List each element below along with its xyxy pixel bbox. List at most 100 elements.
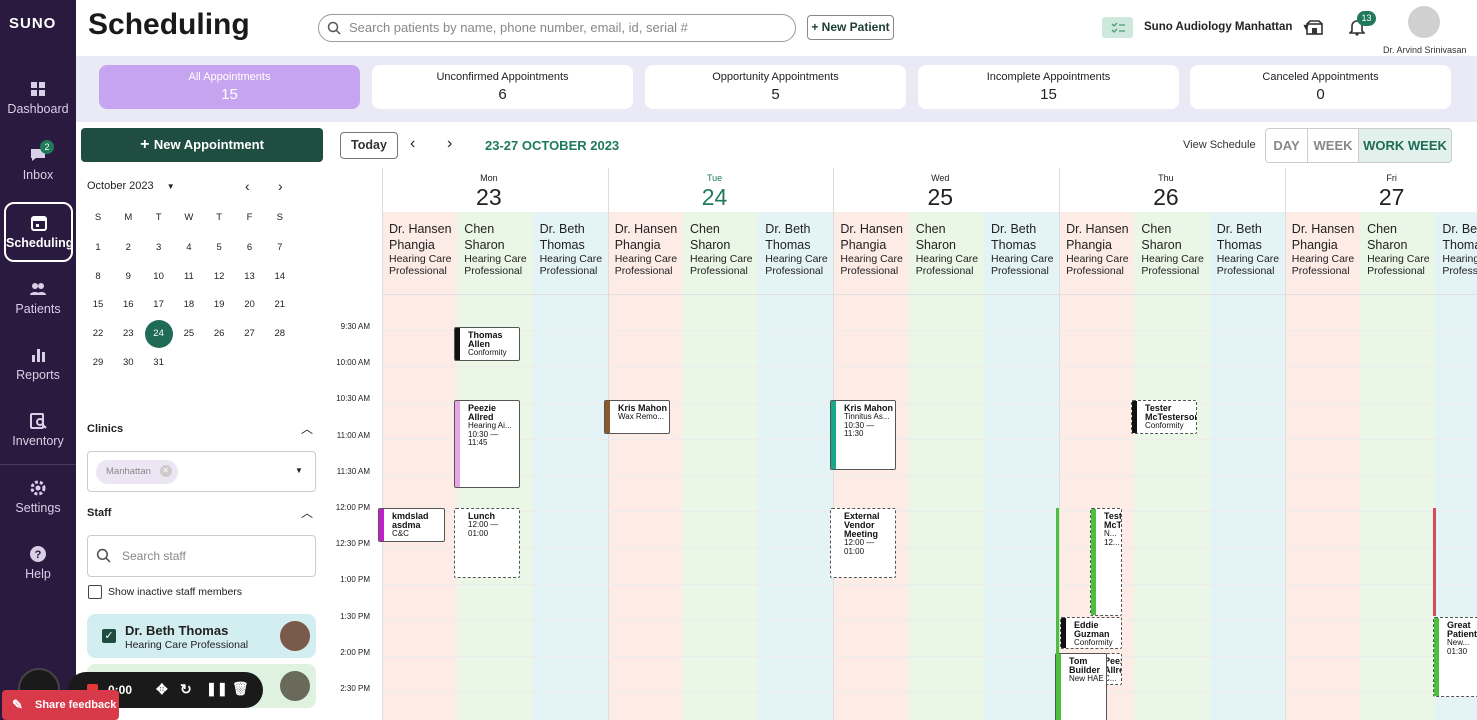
checklist-icon[interactable]: [1102, 17, 1133, 38]
calendar-day[interactable]: 22: [92, 328, 104, 340]
appointment-card[interactable]: Great Patient New... 01:30: [1433, 617, 1477, 697]
show-inactive-checkbox[interactable]: Show inactive staff members: [88, 585, 242, 600]
stat-canceled-appointments[interactable]: Canceled Appointments 0: [1190, 65, 1451, 109]
provider-name-first: Dr. Hansen: [1066, 222, 1129, 236]
calendar-day[interactable]: 7: [277, 242, 283, 253]
new-patient-button[interactable]: + New Patient: [807, 15, 894, 40]
appointment-card[interactable]: Kris Mahon Tinnitus As... 10:30 — 11:30: [830, 400, 896, 470]
appointment-card[interactable]: Lunch 12:00 — 01:00: [454, 508, 520, 578]
stat-unconfirmed-appointments[interactable]: Unconfirmed Appointments 6: [372, 65, 633, 109]
appointment-card[interactable]: External Vendor Meeting 12:00 — 01:00: [830, 508, 896, 578]
stat-incomplete-appointments[interactable]: Incomplete Appointments 15: [918, 65, 1179, 109]
provider-name-first: Dr. Beth: [539, 222, 585, 236]
delete-icon[interactable]: 🗑: [232, 681, 249, 696]
checkbox-checked-icon[interactable]: ✓: [102, 629, 116, 643]
sidebar-item-settings[interactable]: Settings: [0, 479, 76, 537]
calendar-day[interactable]: 21: [274, 299, 286, 311]
calendar-day[interactable]: 13: [244, 270, 255, 282]
appointment-card[interactable]: Tester McT...N...12...: [1090, 508, 1122, 616]
pause-icon[interactable]: ❚❚: [206, 681, 228, 696]
next-week-icon[interactable]: ›: [447, 135, 453, 152]
calendar-day[interactable]: 4: [186, 242, 192, 253]
view-work-week-button[interactable]: WORK WEEK: [1358, 128, 1452, 163]
appointment-card[interactable]: Peezie Allred Hearing Ai... 10:30 — 11:45: [454, 400, 520, 488]
day-header-tue[interactable]: Tue 24: [602, 168, 828, 212]
calendar-day[interactable]: 8: [95, 270, 101, 282]
appointment-card[interactable]: Tester McTesterson Conformity: [1131, 400, 1197, 434]
calendar-day[interactable]: 28: [274, 328, 286, 340]
calendar-day[interactable]: 6: [246, 242, 253, 253]
restart-icon[interactable]: ↻: [180, 681, 192, 697]
appointment-card[interactable]: Thomas Allen Conformity: [454, 327, 520, 361]
calendar-day[interactable]: 16: [123, 299, 134, 311]
calendar-day[interactable]: 31: [153, 356, 164, 368]
calendar-day[interactable]: 5: [216, 242, 222, 253]
grid-line: [382, 402, 1477, 404]
calendar-day[interactable]: 12: [213, 270, 225, 282]
staff-search-input[interactable]: Search staff: [87, 535, 316, 577]
patient-search-input[interactable]: Search patients by name, phone number, e…: [318, 14, 796, 42]
remove-chip-icon[interactable]: ✕: [159, 465, 172, 478]
day-header-thu[interactable]: Thu 26: [1053, 168, 1279, 212]
weekday-header: T: [155, 212, 162, 223]
day-header-fri[interactable]: Fri 27: [1279, 168, 1477, 212]
calendar-day[interactable]: 10: [153, 270, 164, 282]
calendar-day[interactable]: 19: [213, 299, 225, 311]
calendar-day[interactable]: 9: [125, 270, 131, 282]
new-appointment-button[interactable]: + New Appointment: [81, 128, 323, 162]
appointment-card[interactable]: Kris Mahon Wax Remo...: [604, 400, 670, 434]
appointment-card[interactable]: kmdslad asdma C&C: [378, 508, 445, 542]
view-day-button[interactable]: DAY: [1265, 128, 1308, 163]
today-button[interactable]: Today: [340, 132, 398, 159]
calendar-day[interactable]: 30: [123, 356, 134, 368]
calendar-day[interactable]: 15: [92, 299, 104, 311]
view-week-button[interactable]: WEEK: [1307, 128, 1359, 163]
month-selector[interactable]: October 2023 ▼: [87, 180, 175, 192]
clinic-filter[interactable]: Manhattan ✕ ▼: [87, 451, 316, 492]
clinic-selector[interactable]: Suno Audiology Manhattan ▼: [1144, 21, 1311, 33]
prev-week-icon[interactable]: ‹: [410, 135, 416, 152]
calendar-day[interactable]: 23: [123, 328, 134, 340]
calendar-day[interactable]: 3: [155, 242, 162, 253]
calendar-day[interactable]: 20: [244, 299, 255, 311]
calendar-day[interactable]: 27: [244, 328, 255, 340]
calendar-day[interactable]: 17: [153, 299, 164, 311]
collapse-clinics-icon[interactable]: ︿: [301, 422, 314, 436]
appointment-card[interactable]: Eddie Guzman Conformity: [1060, 617, 1122, 649]
sidebar-item-help[interactable]: ? Help: [0, 545, 76, 603]
calendar-day[interactable]: 29: [92, 356, 104, 368]
stop-record-icon[interactable]: [87, 684, 98, 695]
appointment-type: Tinnitus As...: [844, 412, 890, 421]
sidebar-item-inventory[interactable]: Inventory: [0, 412, 76, 470]
sidebar-item-scheduling[interactable]: Scheduling: [4, 202, 73, 262]
user-avatar[interactable]: [1408, 6, 1440, 38]
calendar-day-selected[interactable]: 24: [144, 320, 173, 349]
calendar-day[interactable]: 25: [183, 328, 195, 340]
stat-opportunity-appointments[interactable]: Opportunity Appointments 5: [645, 65, 906, 109]
calendar-day[interactable]: 11: [183, 270, 194, 282]
share-feedback-button[interactable]: ✎ Share feedback: [2, 690, 119, 720]
grid-line: [382, 619, 1477, 621]
appointment-card[interactable]: Tom Builder New HAE: [1055, 653, 1107, 720]
calendar-day[interactable]: 1: [95, 242, 101, 253]
day-header-wed[interactable]: Wed 25: [827, 168, 1053, 212]
clinic-chip[interactable]: Manhattan ✕: [96, 460, 178, 484]
calendar-day[interactable]: 2: [125, 242, 131, 253]
checkbox[interactable]: [88, 585, 102, 600]
staff-card-beth-thomas[interactable]: ✓ Dr. Beth Thomas Hearing Care Professio…: [87, 614, 316, 658]
move-icon[interactable]: ✥: [156, 681, 168, 697]
sidebar-item-patients[interactable]: Patients: [0, 280, 76, 338]
view-schedule-link[interactable]: View Schedule: [1183, 139, 1256, 151]
collapse-staff-icon[interactable]: ︿: [301, 506, 314, 520]
calendar-day[interactable]: 14: [274, 270, 286, 282]
day-header-mon[interactable]: Mon 23: [376, 168, 602, 212]
prev-month-icon[interactable]: ‹: [245, 178, 250, 194]
next-month-icon[interactable]: ›: [278, 178, 283, 194]
calendar-day[interactable]: 26: [213, 328, 225, 340]
sidebar-item-reports[interactable]: Reports: [0, 346, 76, 404]
calendar-day[interactable]: 18: [183, 299, 195, 311]
sidebar-item-dashboard[interactable]: Dashboard: [0, 80, 76, 138]
stat-all-appointments[interactable]: All Appointments 15: [99, 65, 360, 109]
store-icon[interactable]: [1306, 19, 1323, 36]
sidebar-item-inbox[interactable]: 2 Inbox: [0, 140, 76, 204]
